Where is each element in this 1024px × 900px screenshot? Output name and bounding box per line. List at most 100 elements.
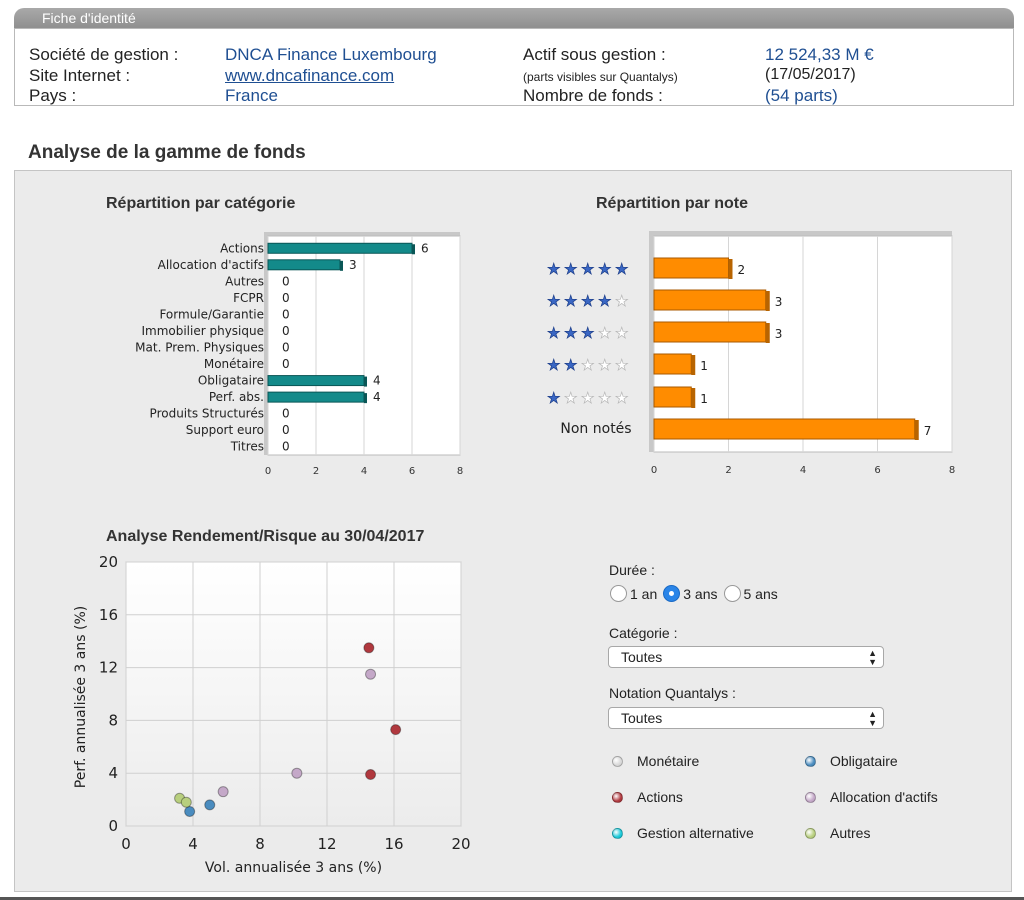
bar-value-label: 0 bbox=[282, 324, 290, 338]
star-filled-icon: ★ bbox=[547, 260, 560, 278]
bottom-border bbox=[0, 897, 1024, 900]
radio-1an[interactable] bbox=[610, 585, 627, 602]
legend-item-gestion-alternative[interactable]: Gestion alternative bbox=[612, 825, 754, 841]
bar-value-label: 0 bbox=[282, 341, 290, 355]
bar-value-label: 3 bbox=[775, 295, 783, 309]
star-filled-icon: ★ bbox=[564, 260, 577, 278]
star-empty-icon: ★ bbox=[564, 389, 577, 407]
select-arrows-icon: ▲ ▼ bbox=[868, 709, 877, 728]
star-empty-icon: ★ bbox=[581, 356, 594, 374]
bar-value-label: 4 bbox=[373, 390, 381, 404]
rating-chart-title: Répartition par note bbox=[596, 195, 749, 212]
category-label: Immobilier physique bbox=[141, 324, 264, 338]
section-title: Analyse de la gamme de fonds bbox=[28, 142, 306, 163]
bar-depth bbox=[765, 323, 770, 343]
rating-bar bbox=[653, 289, 767, 311]
rating-bar bbox=[653, 321, 767, 343]
bar-value-label: 4 bbox=[373, 374, 381, 388]
legend-item-obligataire[interactable]: Obligataire bbox=[805, 753, 898, 769]
management-company-label: Société de gestion : bbox=[29, 45, 179, 64]
bar-depth bbox=[728, 259, 733, 279]
x-tick-label: 6 bbox=[874, 465, 880, 476]
category-select[interactable]: Toutes ▲ ▼ bbox=[608, 646, 884, 668]
identity-body: Société de gestion : DNCA Finance Luxemb… bbox=[14, 28, 1014, 106]
bar-value-label: 0 bbox=[282, 440, 290, 454]
x-tick-label: 0 bbox=[651, 465, 657, 476]
bar-depth bbox=[914, 420, 919, 440]
star-filled-icon: ★ bbox=[581, 292, 594, 310]
scatter-point bbox=[180, 796, 192, 808]
legend-item-monetaire[interactable]: Monétaire bbox=[612, 753, 699, 769]
star-filled-icon: ★ bbox=[615, 260, 628, 278]
category-label: Actions bbox=[220, 241, 264, 255]
rating-bar bbox=[653, 418, 916, 440]
non-rated-label: Non notés bbox=[560, 421, 631, 437]
x-tick-label: 2 bbox=[313, 466, 319, 477]
y-tick-label: 20 bbox=[99, 553, 118, 571]
scatter-point bbox=[363, 642, 375, 654]
bar-value-label: 1 bbox=[700, 359, 708, 373]
bar-value-label: 7 bbox=[924, 424, 932, 438]
bar-depth bbox=[765, 291, 770, 311]
bar-value-label: 0 bbox=[282, 307, 290, 321]
star-filled-icon: ★ bbox=[581, 260, 594, 278]
legend-dot-actions bbox=[612, 791, 623, 803]
website-link[interactable]: www.dncafinance.com bbox=[225, 66, 395, 85]
y-tick-label: 8 bbox=[108, 711, 118, 729]
legend-dot-monetaire bbox=[612, 755, 623, 767]
bar-value-label: 2 bbox=[738, 263, 746, 277]
identity-card: Fiche d'identité Société de gestion : DN… bbox=[14, 8, 1014, 106]
bar-depth bbox=[364, 376, 367, 387]
bar-value-label: 0 bbox=[282, 407, 290, 421]
legend-label: Autres bbox=[830, 825, 871, 841]
x-tick-label: 12 bbox=[317, 835, 336, 853]
legend-label: Allocation d'actifs bbox=[830, 789, 938, 805]
bar-depth bbox=[340, 260, 343, 271]
legend-dot-gestion-alternative bbox=[612, 827, 623, 839]
category-label: Support euro bbox=[186, 423, 264, 437]
bar-depth bbox=[691, 388, 696, 408]
category-bar bbox=[267, 391, 365, 403]
funds-count-value: (54 parts) bbox=[765, 86, 838, 105]
y-tick-label: 0 bbox=[108, 817, 118, 835]
legend-label: Actions bbox=[637, 789, 683, 805]
plot-area bbox=[125, 561, 462, 827]
bar-depth bbox=[412, 244, 415, 255]
radio-3ans[interactable] bbox=[663, 585, 681, 602]
scatter-point bbox=[291, 767, 303, 779]
x-tick-label: 2 bbox=[725, 465, 731, 476]
legend-item-autres[interactable]: Autres bbox=[805, 825, 870, 841]
radio-1an-label: 1 an bbox=[630, 585, 658, 602]
x-tick-label: 0 bbox=[265, 466, 271, 477]
category-label: FCPR bbox=[233, 291, 264, 305]
star-empty-icon: ★ bbox=[615, 389, 628, 407]
star-empty-icon: ★ bbox=[581, 389, 594, 407]
star-filled-icon: ★ bbox=[598, 260, 611, 278]
legend-item-allocation[interactable]: Allocation d'actifs bbox=[805, 789, 938, 805]
radio-5ans[interactable] bbox=[723, 585, 741, 602]
rating-select[interactable]: Toutes ▲ ▼ bbox=[608, 707, 884, 729]
star-empty-icon: ★ bbox=[615, 356, 628, 374]
rating-bar bbox=[653, 386, 692, 408]
category-filter-label: Catégorie : bbox=[609, 625, 678, 641]
category-label: Autres bbox=[225, 274, 264, 288]
category-bar bbox=[267, 259, 341, 271]
legend-item-actions[interactable]: Actions bbox=[612, 789, 683, 805]
star-empty-icon: ★ bbox=[615, 324, 628, 342]
category-label: Perf. abs. bbox=[209, 390, 264, 404]
bar-value-label: 6 bbox=[421, 241, 429, 255]
legend-label: Gestion alternative bbox=[637, 825, 754, 841]
funds-count-label: Nombre de fonds : bbox=[523, 86, 663, 105]
aum-date: (17/05/2017) bbox=[765, 66, 856, 83]
scatter-point bbox=[217, 786, 229, 798]
radio-5ans-label: 5 ans bbox=[743, 585, 778, 602]
radio-3ans-label: 3 ans bbox=[683, 585, 718, 602]
category-label: Mat. Prem. Physiques bbox=[135, 341, 264, 355]
x-tick-label: 8 bbox=[949, 465, 955, 476]
x-tick-label: 8 bbox=[457, 466, 463, 477]
scatter-point bbox=[390, 724, 402, 736]
category-select-value: Toutes bbox=[621, 649, 663, 665]
rating-select-value: Toutes bbox=[621, 710, 663, 726]
legend-dot-allocation bbox=[805, 791, 816, 803]
x-tick-label: 0 bbox=[121, 835, 131, 853]
